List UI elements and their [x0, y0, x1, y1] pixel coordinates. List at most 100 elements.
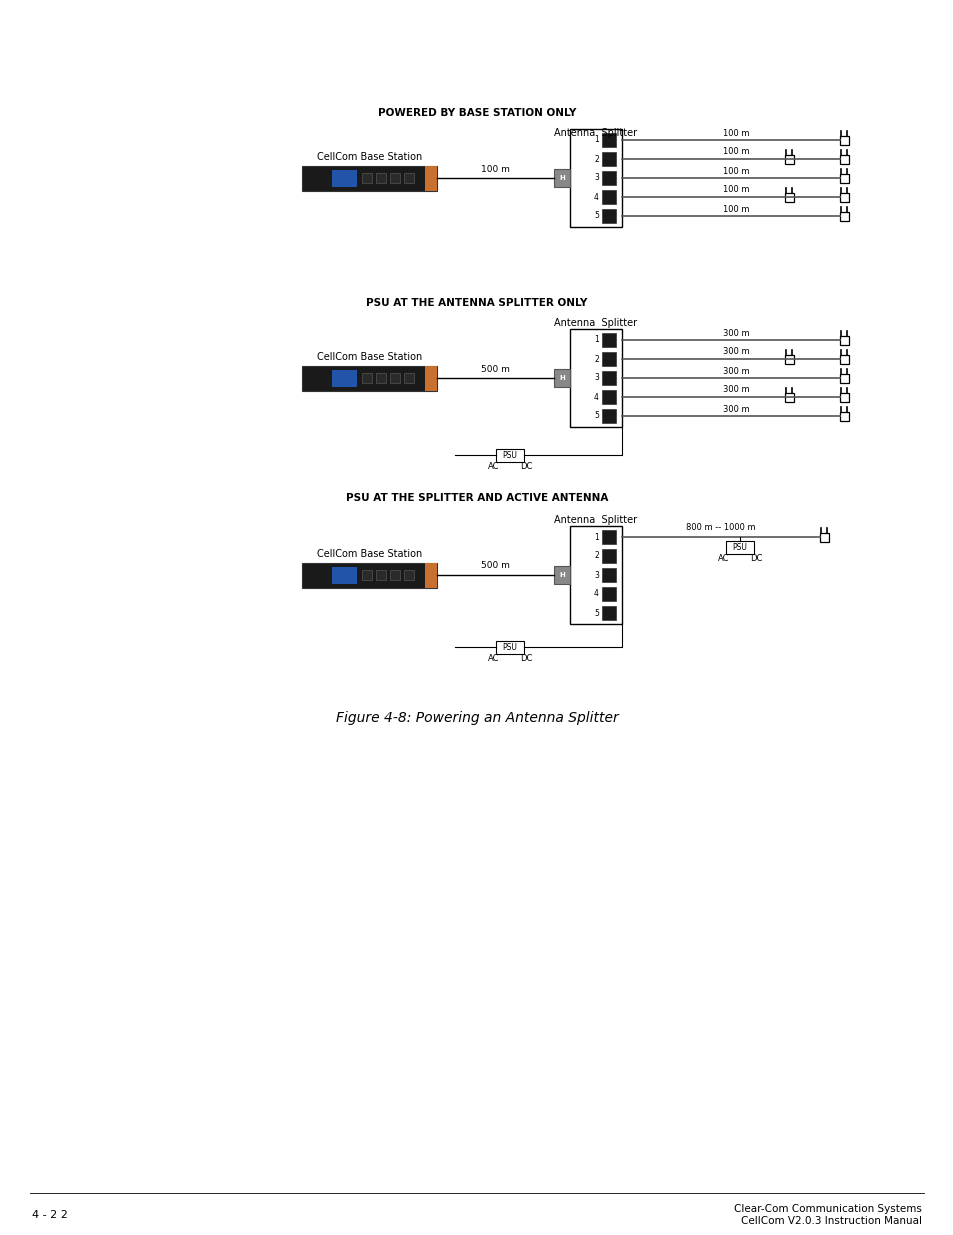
Text: 300 m: 300 m [722, 405, 748, 414]
Text: 300 m: 300 m [722, 329, 748, 337]
Text: 5: 5 [594, 211, 598, 221]
Bar [725, 541, 753, 553]
Text: AC: AC [488, 655, 499, 663]
Bar [840, 354, 848, 363]
Text: 4: 4 [594, 589, 598, 599]
Text: POWERED BY BASE STATION ONLY: POWERED BY BASE STATION ONLY [377, 107, 576, 119]
Text: 4 - 2 2: 4 - 2 2 [32, 1210, 68, 1220]
Bar [569, 526, 621, 624]
Text: 1: 1 [594, 532, 598, 541]
Bar [362, 373, 372, 383]
Bar [840, 211, 848, 221]
Bar [784, 154, 793, 163]
Text: Figure 4-8: Powering an Antenna Splitter: Figure 4-8: Powering an Antenna Splitter [335, 711, 618, 725]
Bar [784, 393, 793, 401]
Bar [601, 190, 616, 204]
Text: 100 m: 100 m [722, 185, 748, 194]
Bar [376, 373, 386, 383]
Text: 300 m: 300 m [722, 385, 748, 394]
Bar [569, 329, 621, 427]
Text: 3: 3 [594, 373, 598, 383]
Bar [554, 369, 569, 387]
Text: PSU: PSU [502, 642, 517, 652]
Text: 5: 5 [594, 609, 598, 618]
Bar [820, 532, 828, 541]
Text: H: H [558, 375, 564, 382]
Bar [601, 333, 616, 347]
Bar [601, 606, 616, 620]
Bar [425, 165, 437, 190]
Text: 500 m: 500 m [480, 364, 510, 373]
Text: H: H [558, 175, 564, 182]
Bar [784, 193, 793, 201]
Bar [840, 173, 848, 183]
Bar [333, 567, 357, 583]
Text: Clear-Com Communication Systems
CellCom V2.0.3 Instruction Manual: Clear-Com Communication Systems CellCom … [734, 1204, 921, 1226]
Text: 500 m: 500 m [480, 562, 510, 571]
Bar [601, 390, 616, 404]
Bar [302, 562, 437, 588]
Bar [554, 566, 569, 584]
Text: 2: 2 [594, 354, 598, 363]
Bar [302, 366, 437, 390]
Bar [425, 562, 437, 588]
Bar [362, 571, 372, 580]
Text: 4: 4 [594, 393, 598, 401]
Text: Antenna  Splitter: Antenna Splitter [554, 515, 637, 525]
Bar [425, 366, 437, 390]
Text: 100 m: 100 m [480, 164, 510, 173]
Text: AC: AC [488, 462, 499, 471]
Bar [840, 336, 848, 345]
Text: PSU AT THE ANTENNA SPLITTER ONLY: PSU AT THE ANTENNA SPLITTER ONLY [366, 298, 587, 308]
Text: 300 m: 300 m [722, 367, 748, 375]
Bar [601, 530, 616, 543]
Text: DC: DC [749, 555, 761, 563]
Text: 5: 5 [594, 411, 598, 420]
Bar [601, 170, 616, 185]
Bar [601, 550, 616, 563]
Bar [404, 373, 414, 383]
Text: Antenna  Splitter: Antenna Splitter [554, 128, 637, 138]
Bar [404, 571, 414, 580]
Bar [840, 154, 848, 163]
Bar [601, 409, 616, 424]
Text: 3: 3 [594, 571, 598, 579]
Bar [496, 641, 523, 653]
Text: 100 m: 100 m [722, 128, 748, 137]
Text: PSU: PSU [732, 542, 746, 552]
Bar [601, 352, 616, 366]
Text: 2: 2 [594, 154, 598, 163]
Bar [390, 173, 400, 183]
Text: 1: 1 [594, 336, 598, 345]
Text: DC: DC [519, 655, 532, 663]
Bar [302, 165, 437, 190]
Text: AC: AC [718, 555, 729, 563]
Bar [840, 393, 848, 401]
Bar [601, 209, 616, 224]
Text: 3: 3 [594, 173, 598, 183]
Bar [554, 169, 569, 186]
Text: CellCom Base Station: CellCom Base Station [317, 352, 422, 362]
Bar [390, 373, 400, 383]
Bar [840, 411, 848, 420]
Text: PSU AT THE SPLITTER AND ACTIVE ANTENNA: PSU AT THE SPLITTER AND ACTIVE ANTENNA [345, 493, 608, 503]
Bar [376, 571, 386, 580]
Bar [840, 193, 848, 201]
Bar [601, 133, 616, 147]
Bar [601, 568, 616, 582]
Bar [390, 571, 400, 580]
Bar [840, 136, 848, 144]
Text: CellCom Base Station: CellCom Base Station [317, 550, 422, 559]
Bar [784, 354, 793, 363]
Bar [333, 169, 357, 186]
Bar [569, 128, 621, 227]
Text: 4: 4 [594, 193, 598, 201]
Bar [840, 373, 848, 383]
Text: DC: DC [519, 462, 532, 471]
Text: 800 m -- 1000 m: 800 m -- 1000 m [685, 524, 755, 532]
Text: 2: 2 [594, 552, 598, 561]
Bar [601, 587, 616, 601]
Text: 300 m: 300 m [722, 347, 748, 357]
Text: 100 m: 100 m [722, 205, 748, 214]
Bar [333, 369, 357, 387]
